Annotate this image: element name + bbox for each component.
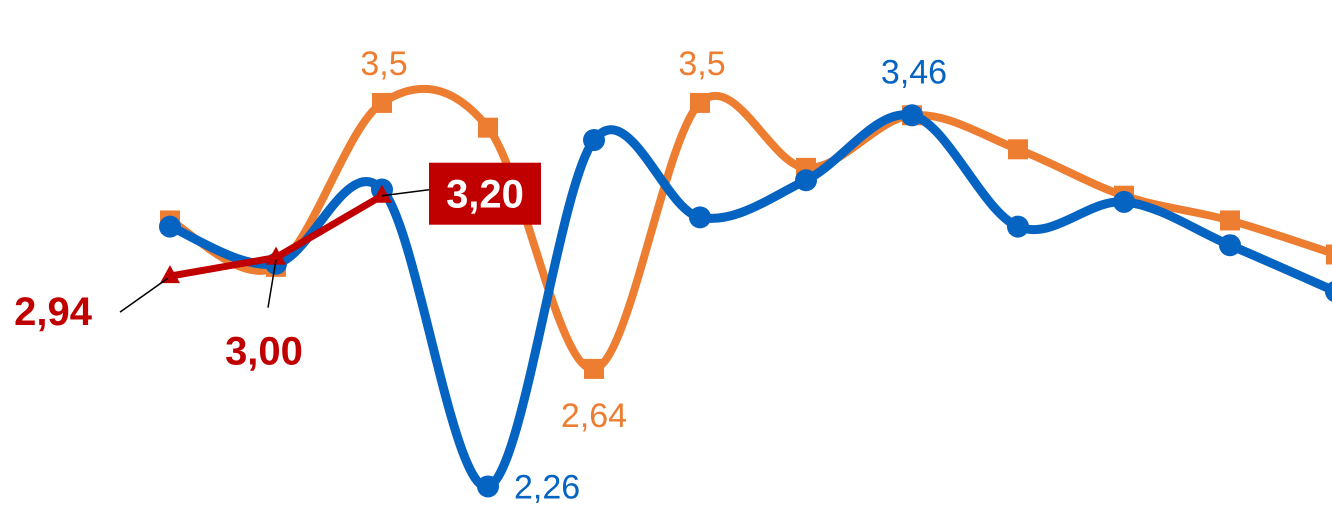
point-blue-9 bbox=[1113, 190, 1135, 213]
leader-line-red-2 bbox=[381, 188, 430, 197]
data-label-blue-3: 2,26 bbox=[514, 468, 580, 506]
data-label-orange-2: 3,5 bbox=[360, 45, 407, 83]
data-label-orange-4: 2,64 bbox=[561, 397, 627, 435]
point-orange-5 bbox=[690, 92, 710, 113]
point-blue-11 bbox=[1325, 281, 1332, 302]
point-blue-3 bbox=[477, 475, 499, 498]
point-red-0 bbox=[160, 265, 180, 284]
series-line-blue bbox=[165, 110, 1332, 491]
data-label-red-0: 2,94 bbox=[14, 290, 93, 334]
point-red-1 bbox=[266, 246, 286, 265]
data-label-box-red-2 bbox=[429, 162, 541, 225]
point-orange-10 bbox=[1220, 210, 1240, 231]
point-blue-10 bbox=[1219, 234, 1241, 257]
point-blue-8 bbox=[1007, 215, 1029, 238]
leader-line-red-0 bbox=[119, 277, 169, 313]
point-orange-8 bbox=[1008, 139, 1028, 160]
series-line-orange bbox=[166, 84, 1332, 373]
point-blue-7 bbox=[901, 104, 923, 127]
point-blue-6 bbox=[795, 169, 817, 192]
point-orange-4 bbox=[584, 358, 604, 379]
data-label-blue-7: 3,46 bbox=[881, 53, 947, 91]
point-red-2 bbox=[372, 184, 392, 203]
point-orange-2 bbox=[372, 92, 392, 113]
data-label-red-1: 3,00 bbox=[225, 330, 303, 374]
point-blue-0 bbox=[159, 215, 181, 238]
point-blue-5 bbox=[689, 206, 711, 229]
point-blue-4 bbox=[583, 129, 605, 152]
data-label-orange-5: 3,5 bbox=[678, 45, 725, 83]
data-label-red-2: 3,20 bbox=[446, 173, 524, 217]
point-orange-11 bbox=[1326, 244, 1332, 265]
point-orange-3 bbox=[478, 117, 498, 138]
leader-line-red-1 bbox=[267, 259, 277, 308]
